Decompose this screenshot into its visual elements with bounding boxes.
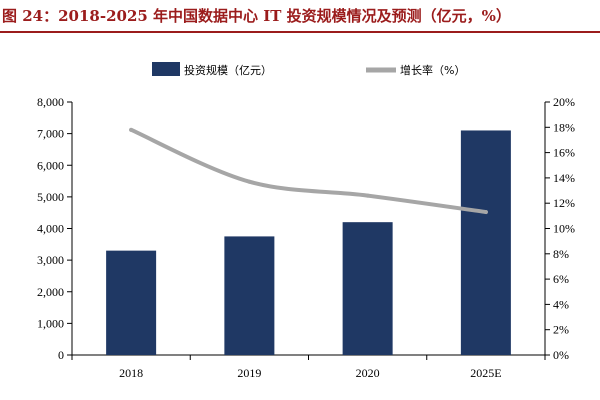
right-tick-label: 14%	[553, 171, 575, 185]
title-rule	[0, 31, 600, 33]
right-tick-label: 8%	[553, 247, 569, 261]
growth-rate-point	[365, 193, 370, 198]
left-tick-label: 1,000	[37, 316, 64, 330]
right-tick-label: 6%	[553, 272, 569, 286]
left-tick-label: 3,000	[37, 253, 64, 267]
legend-bar-label: 投资规模（亿元）	[184, 63, 272, 77]
left-tick-label: 0	[58, 348, 64, 362]
x-tick-label: 2020	[356, 366, 380, 380]
left-tick-label: 2,000	[37, 285, 64, 299]
right-tick-label: 16%	[553, 146, 575, 160]
bar	[342, 222, 393, 355]
plot-area: 0 1,000 2,000 3,000 4,000 5,000 6,000 7,000 8,00…	[37, 95, 575, 380]
x-tick-label: 2018	[119, 366, 143, 380]
growth-rate-point	[483, 210, 488, 215]
left-tick-label: 6,000	[37, 158, 64, 172]
right-tick-label: 12%	[553, 196, 575, 210]
bar	[106, 250, 157, 355]
chart-title: 图 24：2018-2025 年中国数据中心 IT 投资规模情况及预测（亿元，%…	[2, 7, 511, 25]
legend-bar-swatch	[152, 62, 180, 76]
left-tick-label: 7,000	[37, 127, 64, 141]
left-tick-label: 5,000	[37, 190, 64, 204]
right-tick-label: 20%	[553, 95, 575, 109]
right-tick-label: 4%	[553, 297, 569, 311]
legend: 投资规模（亿元） 增长率（%）	[152, 62, 465, 77]
right-tick-label: 18%	[553, 120, 575, 134]
right-tick-label: 0%	[553, 348, 569, 362]
left-tick-label: 8,000	[37, 95, 64, 109]
growth-rate-point	[247, 179, 252, 184]
x-tick-label: 2019	[237, 366, 261, 380]
x-tick-label: 2025E	[470, 366, 501, 380]
legend-line-label: 增长率（%）	[400, 63, 465, 77]
left-tick-label: 4,000	[37, 222, 64, 236]
right-tick-label: 2%	[553, 323, 569, 337]
bar	[224, 236, 275, 355]
growth-rate-point	[129, 127, 134, 132]
bar	[460, 130, 511, 355]
right-tick-label: 10%	[553, 222, 575, 236]
growth-rate-line	[129, 127, 488, 215]
